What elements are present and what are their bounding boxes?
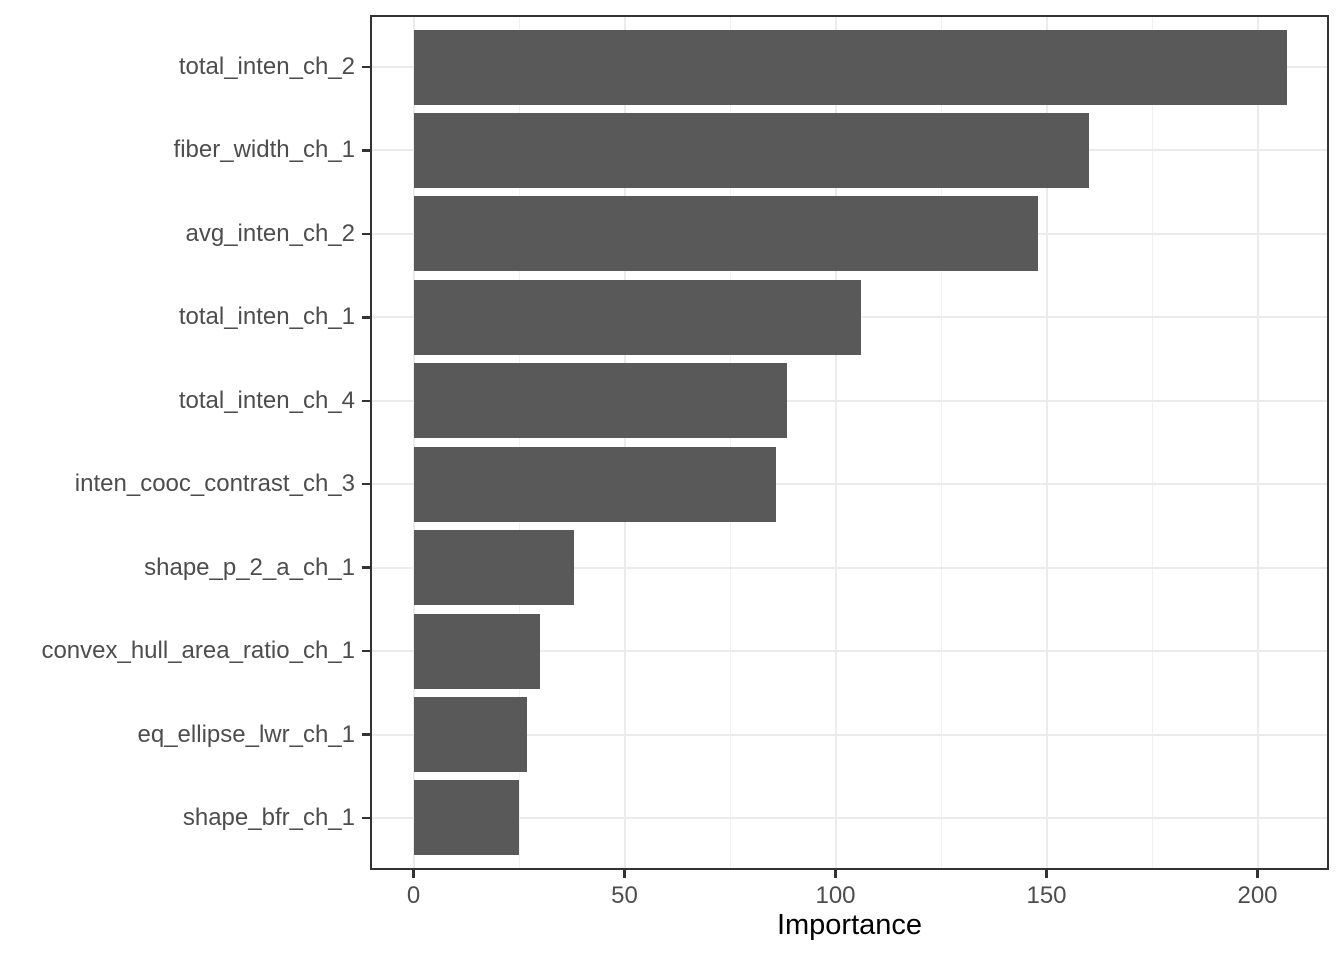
x-tick-mark xyxy=(412,870,415,878)
y-tick-mark xyxy=(362,316,370,319)
y-axis-label: shape_bfr_ch_1 xyxy=(182,803,355,831)
gridline-x-major xyxy=(1256,17,1259,868)
bar-convex_hull_area_ratio_ch_1 xyxy=(413,613,541,689)
y-tick-mark xyxy=(362,816,370,820)
y-tick-mark xyxy=(362,482,370,486)
y-axis-label: total_inten_ch_2 xyxy=(178,53,355,81)
bar-fiber_width_ch_1 xyxy=(413,112,1089,189)
x-axis-tick-label: 200 xyxy=(1237,882,1278,909)
gridline-x-minor xyxy=(940,17,942,868)
x-axis-title: Importance xyxy=(776,909,923,941)
y-axis-label: shape_p_2_a_ch_1 xyxy=(144,553,355,581)
gridline-x-major xyxy=(412,17,415,868)
x-tick-mark xyxy=(623,870,626,878)
gridline-y-major xyxy=(372,483,1327,486)
bar-total_inten_ch_4 xyxy=(413,363,787,439)
y-axis-label: total_inten_ch_1 xyxy=(178,303,355,331)
gridline-y-major xyxy=(372,566,1327,569)
y-axis-label: eq_ellipse_lwr_ch_1 xyxy=(137,720,355,748)
bar-total_inten_ch_2 xyxy=(413,29,1288,105)
y-axis-label: avg_inten_ch_2 xyxy=(185,219,355,247)
y-tick-mark xyxy=(362,566,370,569)
gridline-x-minor xyxy=(1151,17,1153,868)
y-axis-label: convex_hull_area_ratio_ch_1 xyxy=(41,637,355,665)
gridline-x-major xyxy=(1045,17,1048,868)
bar-inten_cooc_contrast_ch_3 xyxy=(413,446,777,522)
y-axis-label: inten_cooc_contrast_ch_3 xyxy=(74,470,355,498)
gridline-x-minor xyxy=(729,17,731,868)
bar-shape_bfr_ch_1 xyxy=(413,780,519,856)
gridline-y-major xyxy=(372,650,1327,653)
y-tick-mark xyxy=(362,399,370,403)
gridline-x-major xyxy=(623,17,626,868)
gridline-x-major xyxy=(834,17,837,868)
bar-avg_inten_ch_2 xyxy=(413,196,1039,272)
x-tick-mark xyxy=(1045,870,1048,878)
plot-panel xyxy=(370,15,1329,870)
y-axis-label: total_inten_ch_4 xyxy=(178,386,355,414)
x-tick-mark xyxy=(834,870,837,878)
y-tick-mark xyxy=(362,65,370,69)
y-tick-mark xyxy=(362,232,370,236)
gridline-y-major xyxy=(372,733,1327,736)
y-tick-mark xyxy=(362,649,370,653)
x-axis-tick-label: 100 xyxy=(815,882,856,909)
gridline-y-major xyxy=(372,399,1327,402)
bar-total_inten_ch_1 xyxy=(413,279,861,355)
y-tick-mark xyxy=(362,149,370,152)
y-axis-label: fiber_width_ch_1 xyxy=(173,136,355,164)
gridline-x-minor xyxy=(518,17,520,868)
x-axis-tick-label: 50 xyxy=(611,882,638,909)
x-tick-mark xyxy=(1256,870,1259,878)
bar-eq_ellipse_lwr_ch_1 xyxy=(413,696,528,773)
x-axis-tick-label: 0 xyxy=(406,882,421,909)
bar-shape_p_2_a_ch_1 xyxy=(413,530,574,606)
y-tick-mark xyxy=(362,733,370,736)
x-axis-tick-label: 150 xyxy=(1026,882,1067,909)
gridline-y-major xyxy=(372,816,1327,819)
